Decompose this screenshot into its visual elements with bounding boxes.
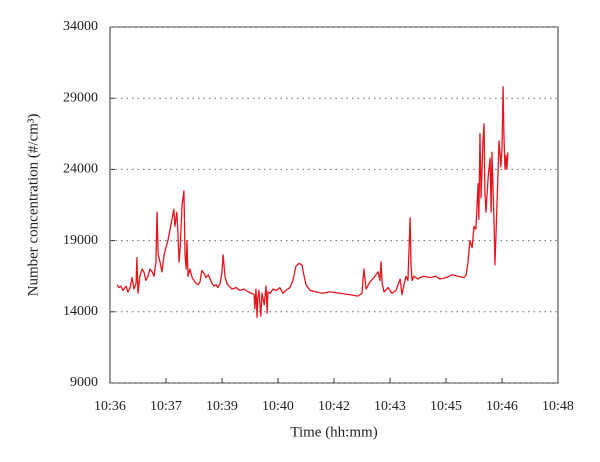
x-tick-label: 10:42 [318, 399, 350, 414]
x-tick-label: 10:36 [94, 399, 126, 414]
x-axis-label: Time (hh:mm) [290, 424, 377, 440]
x-tick-label: 10:46 [486, 399, 518, 414]
y-tick-label: 19000 [63, 233, 98, 248]
x-tick-label: 10:45 [430, 399, 462, 414]
x-tick-label: 10:48 [542, 399, 574, 414]
y-tick-label: 24000 [63, 162, 98, 177]
x-tick-label: 10:37 [150, 399, 182, 414]
y-axis-label: Number concentration (#/cm³) [25, 114, 41, 297]
x-tick-label: 10:43 [374, 399, 406, 414]
y-tick-label: 29000 [63, 90, 98, 105]
y-tick-label: 14000 [63, 304, 98, 319]
y-tick-label: 34000 [63, 19, 98, 34]
x-tick-label: 10:39 [206, 399, 238, 414]
x-tick-label: 10:40 [262, 399, 294, 414]
y-tick-label: 9000 [70, 375, 98, 390]
data-line [116, 86, 509, 319]
